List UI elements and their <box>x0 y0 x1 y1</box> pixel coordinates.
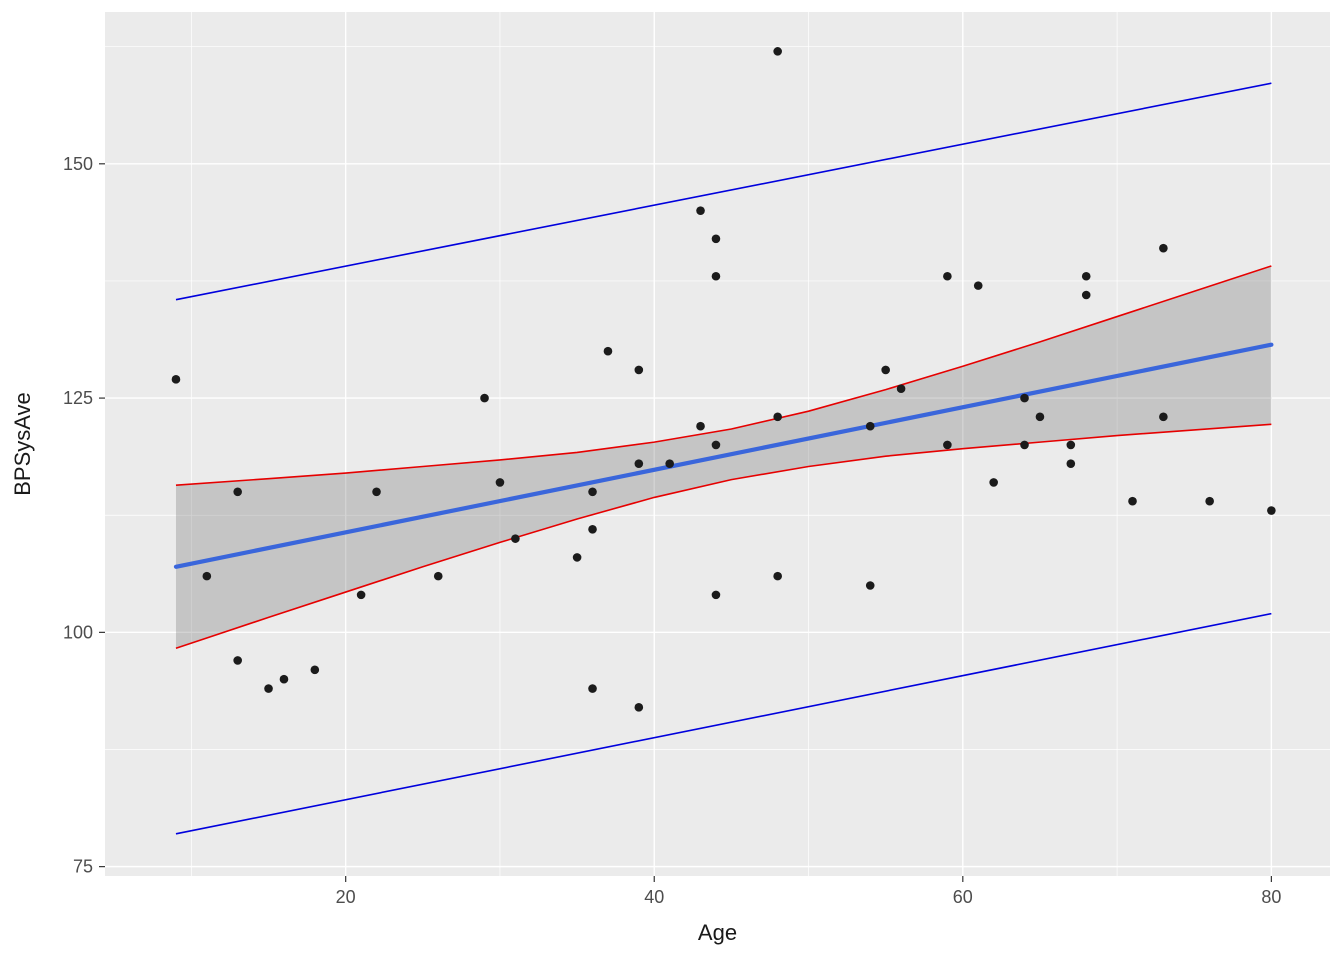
data-point <box>665 459 674 468</box>
data-point <box>1066 440 1076 450</box>
data-point <box>865 581 875 590</box>
data-point <box>588 487 597 497</box>
y-axis-title: BPSysAve <box>10 392 35 496</box>
x-tick-label: 80 <box>1261 887 1281 907</box>
data-point <box>881 365 890 375</box>
data-point <box>711 590 721 600</box>
x-tick-label: 60 <box>953 887 973 907</box>
data-point <box>264 684 273 693</box>
data-point <box>433 571 443 581</box>
data-point <box>233 487 242 497</box>
data-point <box>773 412 782 422</box>
x-axis-title: Age <box>698 920 737 945</box>
data-point <box>989 478 998 487</box>
data-point <box>711 440 721 450</box>
y-tick-label: 100 <box>63 622 93 642</box>
data-point <box>1159 412 1168 422</box>
data-point <box>943 271 952 281</box>
data-point <box>634 365 644 375</box>
data-point <box>773 47 782 56</box>
data-point <box>634 459 644 468</box>
data-point <box>1020 440 1029 450</box>
data-point <box>696 421 705 431</box>
data-point <box>572 553 582 562</box>
regression-line <box>173 342 1274 569</box>
prediction-upper-line <box>175 82 1272 301</box>
data-point <box>310 665 320 675</box>
data-point <box>865 421 875 431</box>
data-point <box>896 384 906 394</box>
x-tick-label: 20 <box>336 887 356 907</box>
data-point <box>495 478 505 487</box>
confidence-upper-line <box>175 265 1272 487</box>
data-point <box>711 271 721 281</box>
data-point <box>1267 506 1276 515</box>
data-point <box>233 656 242 665</box>
data-point <box>1159 243 1168 253</box>
x-tick-label: 40 <box>644 887 664 907</box>
data-point <box>603 346 613 356</box>
data-point <box>711 234 721 244</box>
data-point <box>511 534 520 543</box>
data-point <box>372 487 381 497</box>
prediction-lower-line <box>175 612 1272 835</box>
data-point <box>634 703 644 712</box>
data-point <box>1020 393 1029 403</box>
y-tick-label: 125 <box>63 388 93 408</box>
data-point <box>588 524 597 534</box>
data-point <box>696 206 705 215</box>
data-point <box>279 674 289 684</box>
data-point <box>1128 496 1137 506</box>
confidence-lower-line <box>175 423 1272 650</box>
data-point <box>480 393 489 403</box>
data-point <box>356 590 366 600</box>
y-tick-label: 75 <box>73 857 93 877</box>
data-point <box>943 440 952 450</box>
data-point <box>171 375 181 384</box>
y-tick-label: 150 <box>63 154 93 174</box>
data-point <box>588 684 597 693</box>
data-point <box>1205 496 1214 506</box>
data-point <box>1081 290 1091 300</box>
data-point <box>973 281 983 290</box>
data-point <box>1066 459 1076 468</box>
data-point <box>773 571 782 581</box>
data-point <box>202 571 212 581</box>
data-point <box>1035 412 1045 422</box>
data-point <box>1081 271 1091 281</box>
